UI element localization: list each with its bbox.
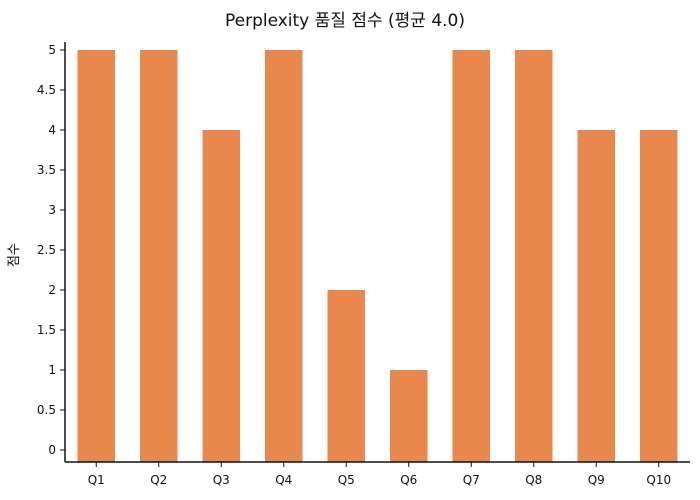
y-tick-label: 4	[48, 123, 56, 137]
y-tick-label: 2	[48, 283, 56, 297]
x-tick-label: Q10	[646, 473, 671, 487]
x-tick-label: Q6	[400, 473, 417, 487]
y-tick-label: 0.5	[37, 403, 56, 417]
bar-q8	[515, 50, 553, 462]
y-tick-label: 5	[48, 43, 56, 57]
bar-q7	[452, 50, 490, 462]
x-tick-label: Q4	[275, 473, 292, 487]
y-tick-label: 1.5	[37, 323, 56, 337]
x-tick-label: Q5	[338, 473, 355, 487]
x-tick-label: Q8	[525, 473, 542, 487]
bar-q4	[265, 50, 303, 462]
chart-title: Perplexity 품질 점수 (평균 4.0)	[225, 11, 465, 31]
y-tick-label: 4.5	[37, 83, 56, 97]
bar-q1	[77, 50, 115, 462]
x-tick-label: Q2	[150, 473, 167, 487]
x-tick-label: Q3	[213, 473, 230, 487]
bar-q6	[390, 370, 428, 462]
bar-q9	[577, 130, 615, 462]
y-ticks-group: 0 0.5 1 1.5 2 2.5 3 3.5 4 4.5 5	[37, 43, 65, 457]
y-axis-label: 점수	[7, 243, 22, 267]
y-tick-label: 3.5	[37, 163, 56, 177]
y-tick-label: 2.5	[37, 243, 56, 257]
bar-q2	[140, 50, 178, 462]
bars-group	[77, 50, 678, 462]
x-ticks-group: Q1 Q2 Q3 Q4 Q5 Q6 Q7 Q8 Q9 Q10	[88, 462, 671, 487]
x-tick-label: Q7	[463, 473, 480, 487]
bar-q5	[327, 290, 365, 462]
y-tick-label: 3	[48, 203, 56, 217]
y-tick-label: 1	[48, 363, 56, 377]
y-tick-label: 0	[48, 443, 56, 457]
x-tick-label: Q1	[88, 473, 105, 487]
bar-q3	[202, 130, 240, 462]
bar-q10	[640, 130, 678, 462]
x-tick-label: Q9	[588, 473, 605, 487]
